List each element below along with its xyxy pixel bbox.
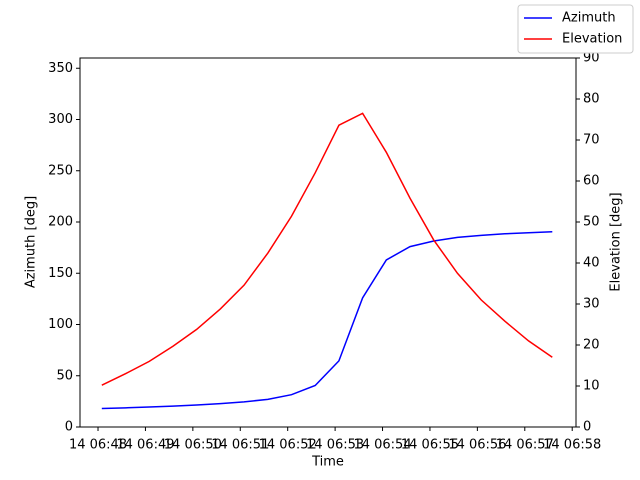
y-tick-label: 150: [48, 266, 73, 281]
x-tick-label: 14 06:58: [543, 438, 601, 453]
x-tick-label: 14 06:52: [259, 438, 317, 453]
data-line: [101, 112, 553, 386]
x-tick-label: 14 06:49: [116, 438, 174, 453]
x-tick-label: 14 06:48: [69, 438, 127, 453]
y-tick-label: 200: [48, 215, 73, 230]
legend-label: Azimuth: [562, 11, 616, 26]
x-tick-label: 14 06:55: [401, 438, 459, 453]
y2-tick-label: 50: [583, 215, 600, 230]
y-tick-label: 350: [48, 61, 73, 76]
y2-tick-label: 40: [583, 256, 600, 271]
data-line: [101, 230, 553, 410]
y2-tick-label: 20: [583, 338, 600, 353]
x-tick-label: 14 06:51: [211, 438, 269, 453]
x-tick-label: 14 06:56: [448, 438, 506, 453]
y-tick-label: 250: [48, 163, 73, 178]
x-tick-label: 14 06:54: [353, 438, 411, 453]
x-tick-label: 14 06:57: [496, 438, 554, 453]
x-tick-label: 14 06:50: [164, 438, 222, 453]
y2-tick-label: 80: [583, 92, 600, 107]
y2-tick-label: 90: [583, 51, 600, 66]
y2-tick-label: 10: [583, 379, 600, 394]
y2-tick-label: 70: [583, 133, 600, 148]
y-tick-label: 300: [48, 112, 73, 127]
y-tick-label: 100: [48, 317, 73, 332]
x-tick-label: 14 06:53: [306, 438, 364, 453]
y-tick-label: 0: [65, 420, 73, 435]
x-axis-label: Time: [311, 455, 344, 470]
axes-frame: [79, 57, 577, 428]
y2-tick-label: 0: [583, 420, 591, 435]
y2-tick-label: 60: [583, 174, 600, 189]
legend-label: Elevation: [562, 32, 622, 47]
y2-axis-label: Elevation [deg]: [609, 192, 624, 291]
legend-box: [517, 4, 634, 54]
y-axis-label: Azimuth [deg]: [24, 196, 39, 288]
y-tick-label: 50: [56, 368, 73, 383]
y2-tick-label: 30: [583, 297, 600, 312]
